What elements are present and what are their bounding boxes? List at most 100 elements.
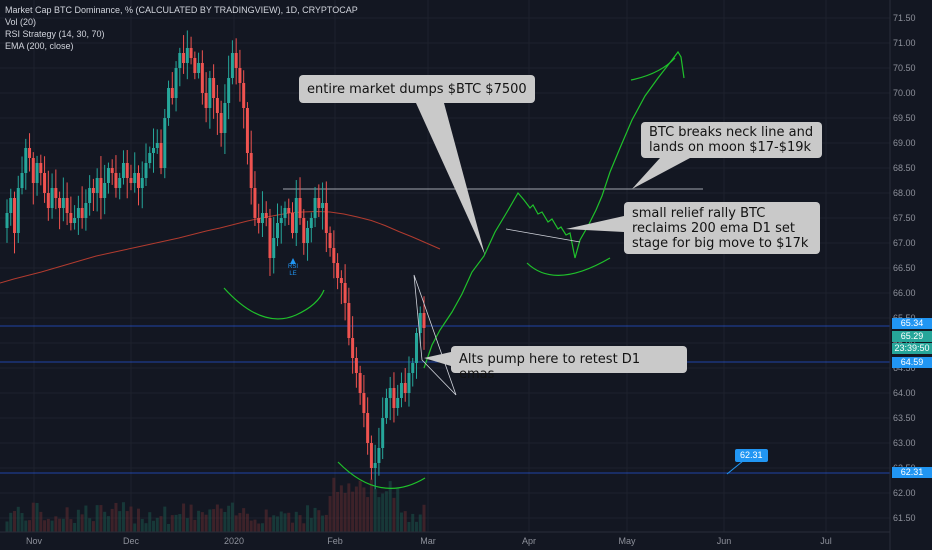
x-tick-label: Jul xyxy=(820,536,832,546)
candle-body xyxy=(35,163,39,183)
wedge-line xyxy=(505,228,581,243)
callout-relief-rally[interactable]: small relief rally BTC reclaims 200 ema … xyxy=(624,202,820,254)
ema-200-line xyxy=(0,210,441,284)
candle-body xyxy=(174,68,178,98)
candle-body xyxy=(351,338,355,358)
callout-neck-line[interactable]: BTC breaks neck line and lands on moon $… xyxy=(641,122,822,158)
candle-body xyxy=(358,373,362,393)
legend-ema[interactable]: EMA (200, close) xyxy=(5,41,74,51)
candle-body xyxy=(65,198,69,213)
candle-body xyxy=(73,218,77,223)
volume-bar xyxy=(46,518,50,532)
right-shoulder-arc xyxy=(526,257,611,276)
candle-body xyxy=(332,248,336,263)
price-label-countdown[interactable]: 23:39:50 xyxy=(892,343,932,354)
volume-bar xyxy=(306,505,310,532)
price-axis[interactable]: 72.0071.5071.0070.5070.0069.5069.0068.50… xyxy=(889,0,932,550)
volume-bar xyxy=(313,507,317,532)
price-axis-bg xyxy=(890,0,932,550)
drawings[interactable] xyxy=(223,50,744,489)
candle-body xyxy=(373,463,377,468)
candle-body xyxy=(279,218,283,223)
volume-bar xyxy=(65,507,69,532)
y-tick-label: 66.50 xyxy=(893,263,916,273)
candle-body xyxy=(328,233,332,248)
volume-bar xyxy=(399,512,403,532)
candle-body xyxy=(369,443,373,468)
volume-bar xyxy=(343,492,347,532)
volume-bar xyxy=(422,504,426,532)
rsi-marker[interactable]: RSI LE xyxy=(286,258,300,278)
price-label-blue-lower[interactable]: 64.59 xyxy=(892,357,932,368)
candle-body xyxy=(197,63,201,73)
volume-bar xyxy=(403,511,407,532)
legend-title[interactable]: Market Cap BTC Dominance, % (CALCULATED … xyxy=(5,5,358,15)
callout-alts-pump[interactable]: Alts pump here to retest D1 emas xyxy=(451,346,687,382)
candle-body xyxy=(5,213,9,228)
volume-bar xyxy=(174,514,178,532)
callout-alts-pump-text: Alts pump here to retest D1 emas xyxy=(459,352,641,382)
time-axis[interactable]: Nov Dec 2020 Feb Mar Apr May Jun Jul xyxy=(0,531,890,546)
volume-bar xyxy=(189,504,193,532)
volume-bar xyxy=(76,509,80,532)
volume-bar xyxy=(396,488,400,532)
volume-bar xyxy=(73,522,77,532)
volume-bar xyxy=(39,511,43,532)
volume-bar xyxy=(24,520,28,532)
volume-bar xyxy=(178,514,182,532)
callout-market-dump[interactable]: entire market dumps $BTC $7500 xyxy=(299,75,535,103)
volume-bar xyxy=(28,520,32,532)
candle-body xyxy=(215,98,219,113)
volume-bar xyxy=(257,523,261,532)
target-price-tag[interactable]: 62.31 xyxy=(735,449,768,462)
price-label-blue-bottom[interactable]: 62.31 xyxy=(892,467,932,478)
candle-body xyxy=(234,53,238,68)
x-tick-label: Apr xyxy=(522,536,536,546)
volume-bar xyxy=(215,504,219,532)
volume-bar xyxy=(35,502,39,532)
callout-relief-rally-text: small relief rally BTC reclaims 200 ema … xyxy=(632,206,809,251)
candle-body xyxy=(212,78,216,98)
legend-rsi[interactable]: RSI Strategy (14, 30, 70) xyxy=(5,29,105,39)
volume-bar xyxy=(159,516,163,532)
volume-bar xyxy=(347,483,351,532)
candle-body xyxy=(163,118,167,168)
y-tick-label: 64.50 xyxy=(893,363,916,373)
y-tick-label: 63.50 xyxy=(893,413,916,423)
candle-body xyxy=(321,203,325,208)
candle-body xyxy=(58,198,62,208)
candle-body xyxy=(185,48,189,63)
candle-body xyxy=(189,48,193,58)
callout-tail-relief xyxy=(566,216,624,232)
volume-bar xyxy=(418,514,422,532)
y-tick-label: 71.50 xyxy=(893,13,916,23)
candle-body xyxy=(230,53,234,78)
candle-body xyxy=(381,418,385,448)
candle-body xyxy=(249,153,253,188)
volume-bar xyxy=(106,516,110,532)
volume-bar xyxy=(91,521,95,532)
volume-bar xyxy=(148,512,152,532)
candle-body xyxy=(227,78,231,103)
volume-bar xyxy=(223,512,227,532)
price-label-blue-upper[interactable]: 65.34 xyxy=(892,318,932,329)
volume-bar xyxy=(185,518,189,532)
y-tick-label: 63.00 xyxy=(893,438,916,448)
candle-body xyxy=(121,163,125,178)
candle-body xyxy=(366,413,370,443)
candle-body xyxy=(61,198,65,208)
y-tick-label: 67.00 xyxy=(893,238,916,248)
candle-body xyxy=(114,173,118,188)
volume-bar xyxy=(264,509,268,532)
price-label-green[interactable]: 65.29 xyxy=(892,331,932,342)
y-tick-label: 62.00 xyxy=(893,488,916,498)
volume-bar xyxy=(238,512,242,532)
chart-legend: Market Cap BTC Dominance, % (CALCULATED … xyxy=(5,4,358,52)
volume-bar xyxy=(31,502,35,532)
legend-volume[interactable]: Vol (20) xyxy=(5,17,37,27)
volume-bar xyxy=(392,497,396,532)
volume-bar xyxy=(95,505,99,532)
volume-bar xyxy=(54,516,58,532)
volume-bar xyxy=(69,519,73,532)
volume-bar xyxy=(298,515,302,532)
